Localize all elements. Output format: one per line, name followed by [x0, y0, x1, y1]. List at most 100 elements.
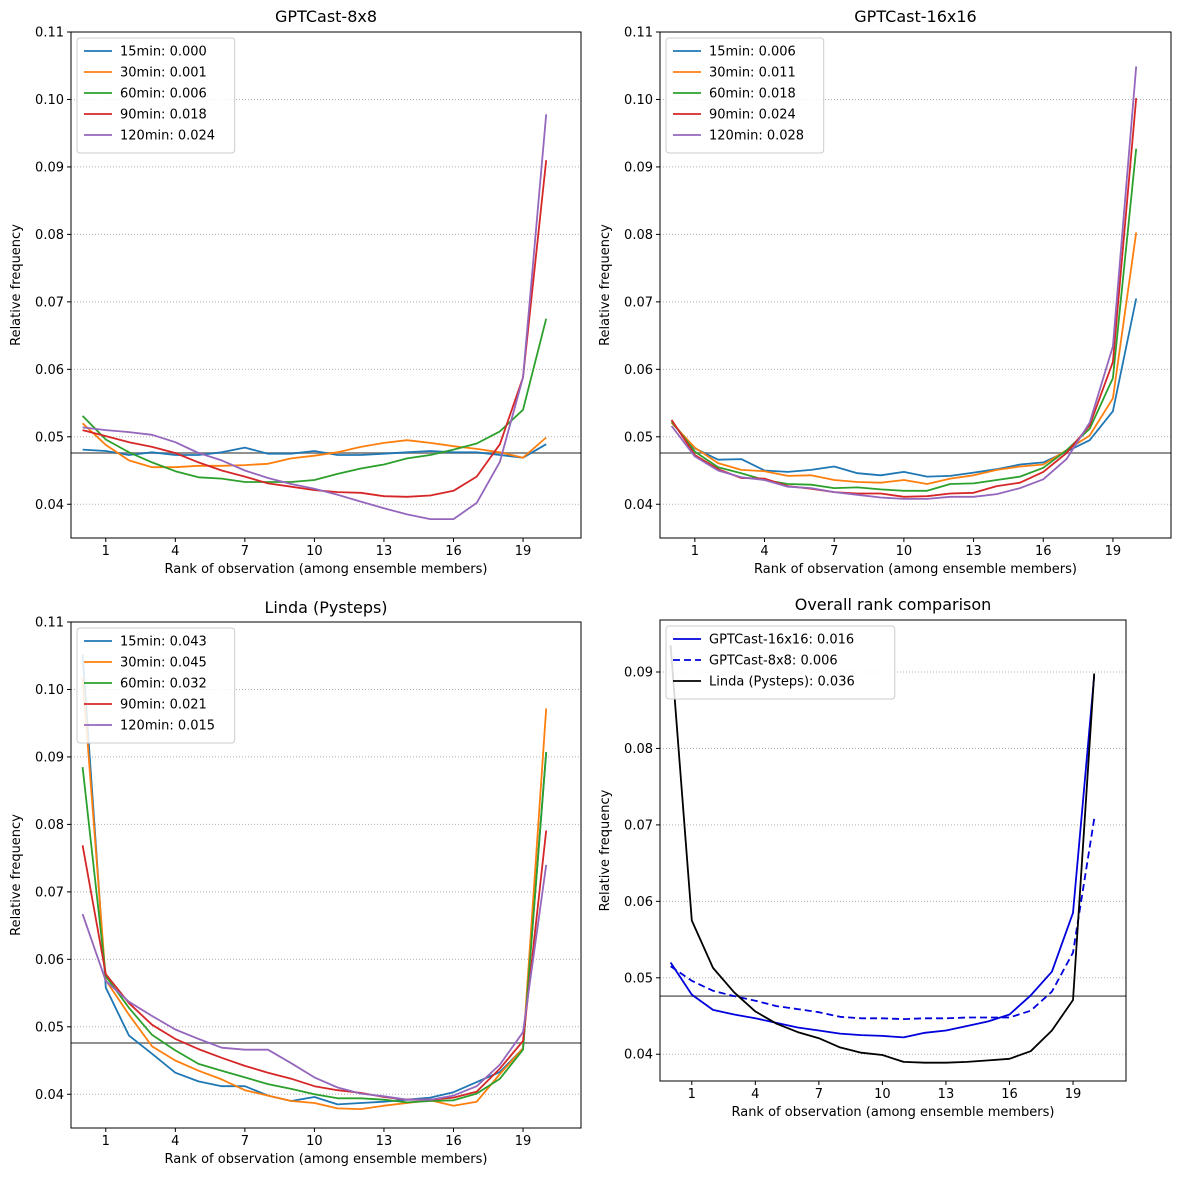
y-tick-label: 0.11 — [35, 26, 64, 41]
x-tick-label: 10 — [874, 1087, 891, 1102]
series-line-1 — [669, 675, 1096, 1039]
y-tick-label: 0.08 — [35, 818, 64, 833]
legend-label: 120min: 0.015 — [120, 719, 215, 734]
chart-title: Overall rank comparison — [795, 595, 992, 614]
legend-label: 60min: 0.018 — [709, 87, 796, 102]
x-tick-label: 10 — [896, 544, 913, 559]
y-tick-label: 0.04 — [624, 498, 653, 513]
chart-panel-3: 1 4 7 10 13 16 19 0.04 0.05 0.06 0.07 0.08 0.09 0.10 0… — [9, 598, 582, 1167]
series-line-5 — [82, 114, 548, 520]
legend-label: 30min: 0.001 — [120, 66, 207, 81]
y-tick-label: 0.08 — [624, 228, 653, 243]
chart-panel-2: 1 4 7 10 13 16 19 0.04 0.05 0.06 0.07 0.08 0.09 0.10 0… — [598, 7, 1172, 577]
y-tick-label: 0.09 — [624, 160, 653, 175]
x-tick-label: 4 — [760, 544, 768, 559]
legend-label: Linda (Pysteps): 0.036 — [709, 675, 855, 690]
y-tick-label: 0.10 — [35, 93, 64, 108]
y-tick-label: 0.04 — [35, 1088, 64, 1103]
y-tick-label: 0.05 — [35, 1020, 64, 1035]
legend-label: 15min: 0.006 — [709, 45, 796, 60]
series-line-1 — [81, 654, 548, 1106]
x-tick-label: 4 — [751, 1087, 759, 1102]
y-axis-label: Relative frequency — [598, 224, 613, 346]
legend-label: 90min: 0.018 — [120, 108, 207, 123]
legend-label: 60min: 0.032 — [120, 677, 207, 692]
series-line-4 — [81, 830, 548, 1101]
x-tick-label: 10 — [306, 544, 323, 559]
x-tick-label: 19 — [515, 544, 532, 559]
series-line-5 — [81, 864, 548, 1101]
x-tick-label: 19 — [515, 1134, 532, 1149]
x-tick-label: 16 — [445, 544, 462, 559]
x-tick-label: 19 — [1065, 1087, 1082, 1102]
x-tick-label: 7 — [241, 544, 249, 559]
y-tick-label: 0.06 — [624, 895, 653, 910]
x-tick-label: 1 — [691, 544, 699, 559]
legend-label: 15min: 0.000 — [120, 45, 207, 60]
legend-label: 30min: 0.045 — [120, 656, 207, 671]
x-axis-label: Rank of observation (among ensemble memb… — [754, 562, 1077, 577]
y-tick-label: 0.08 — [35, 228, 64, 243]
x-tick-label: 10 — [306, 1134, 323, 1149]
y-tick-label: 0.07 — [35, 885, 64, 900]
legend-box — [76, 37, 236, 154]
x-tick-label: 13 — [965, 544, 982, 559]
series-line-3 — [81, 318, 548, 483]
y-axis-label: Relative frequency — [9, 814, 24, 936]
x-tick-label: 1 — [102, 544, 110, 559]
axes-frame — [659, 619, 1127, 1082]
series-line-3 — [669, 645, 1096, 1064]
x-tick-label: 13 — [376, 1134, 393, 1149]
legend-label: 90min: 0.024 — [709, 108, 796, 123]
legend-box — [76, 627, 236, 744]
series-line-3 — [81, 752, 548, 1104]
series-line-1 — [82, 443, 547, 459]
x-tick-label: 16 — [445, 1134, 462, 1149]
legend-box — [665, 37, 825, 154]
x-tick-label: 16 — [1001, 1087, 1018, 1102]
y-tick-label: 0.10 — [624, 93, 653, 108]
y-tick-label: 0.06 — [35, 953, 64, 968]
y-tick-label: 0.06 — [35, 363, 64, 378]
y-tick-label: 0.08 — [624, 742, 653, 757]
series-line-4 — [82, 160, 548, 498]
x-tick-label: 19 — [1105, 544, 1122, 559]
x-tick-label: 4 — [171, 1134, 179, 1149]
y-axis-label: Relative frequency — [598, 789, 613, 911]
y-tick-label: 0.07 — [624, 818, 653, 833]
x-tick-label: 1 — [688, 1087, 696, 1102]
x-tick-label: 7 — [830, 544, 838, 559]
chart-title: GPTCast-16x16 — [854, 7, 976, 26]
y-axis-label: Relative frequency — [9, 224, 24, 346]
y-tick-label: 0.05 — [624, 430, 653, 445]
legend-label: GPTCast-16x16: 0.016 — [709, 633, 854, 648]
legend: 15min: 0.043 30min: 0.045 60min: 0.032 90mi… — [76, 627, 236, 744]
y-tick-label: 0.07 — [624, 295, 653, 310]
y-tick-label: 0.11 — [35, 616, 64, 631]
legend-label: 90min: 0.021 — [120, 698, 207, 713]
x-tick-label: 4 — [171, 544, 179, 559]
x-axis-label: Rank of observation (among ensemble memb… — [164, 562, 487, 577]
y-tick-label: 0.04 — [624, 1048, 653, 1063]
x-axis-label: Rank of observation (among ensemble memb… — [164, 1152, 487, 1167]
axes-frame — [70, 31, 582, 539]
y-tick-label: 0.05 — [35, 430, 64, 445]
chart-title: GPTCast-8x8 — [275, 7, 377, 26]
legend: GPTCast-16x16: 0.016 GPTCast-8x8: 0.006 Li… — [665, 625, 896, 700]
y-tick-label: 0.07 — [35, 295, 64, 310]
series-line-3 — [670, 148, 1138, 492]
legend-label: 120min: 0.024 — [120, 129, 215, 144]
x-tick-label: 1 — [102, 1134, 110, 1149]
legend-label: 15min: 0.043 — [120, 635, 207, 650]
y-tick-label: 0.09 — [624, 665, 653, 680]
y-tick-label: 0.11 — [624, 26, 653, 41]
y-tick-label: 0.09 — [35, 750, 64, 765]
chart-panel-1: 1 4 7 10 13 16 19 0.04 0.05 0.06 0.07 0.08 0.09 0.10 0… — [9, 7, 582, 577]
chart-panel-4: 1 4 7 10 13 16 19 0.04 0.05 0.06 0.07 0.08 0.09 Overa… — [598, 595, 1127, 1120]
axes-frame — [659, 31, 1172, 539]
x-tick-label: 13 — [938, 1087, 955, 1102]
legend-label: 30min: 0.011 — [709, 66, 796, 81]
x-tick-label: 7 — [815, 1087, 823, 1102]
legend-label: 60min: 0.006 — [120, 87, 207, 102]
legend: 15min: 0.006 30min: 0.011 60min: 0.018 90mi… — [665, 37, 825, 154]
